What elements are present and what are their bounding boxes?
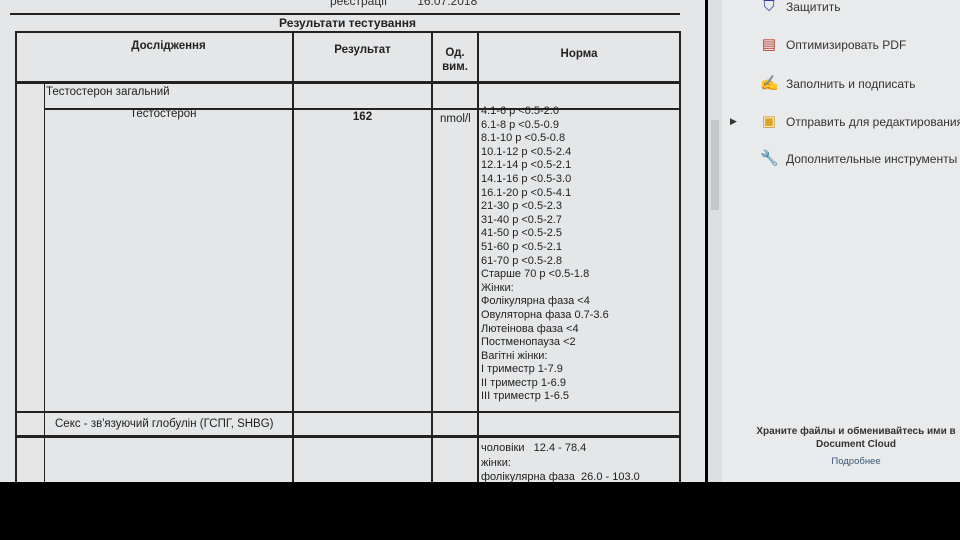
col-header-study: Дослідження xyxy=(131,40,206,52)
tool-protect[interactable]: ⛉ Защитить xyxy=(760,0,840,16)
norm-line: жінки: xyxy=(481,456,511,469)
tool-fill-sign[interactable]: ✍ Заполнить и подписать xyxy=(760,75,916,93)
tool-optimize-pdf[interactable]: ▤ Оптимизировать PDF xyxy=(760,36,906,54)
registration-label: реєстрації xyxy=(330,0,388,8)
test-result: 162 xyxy=(352,111,373,123)
norm-line: чоловіки 12.4 - 78.4 xyxy=(481,442,587,454)
test-name: Тестостерон xyxy=(130,108,197,120)
norm-line: 8.1-10 р <0.5-0.8 xyxy=(481,132,566,145)
wrench-icon: 🔧 xyxy=(760,150,779,167)
registration-date: реєстрації 16.07.2018 xyxy=(330,0,507,8)
norm-line: 12.1-14 р <0.5-2.1 xyxy=(481,159,572,172)
table-rule xyxy=(477,31,479,482)
col-header-norm: Норма xyxy=(560,48,598,60)
norm-line: 61-70 р <0.5-2.8 xyxy=(481,254,563,267)
table-rule xyxy=(44,82,45,482)
group2-norm: чоловіки 12.4 - 78.4 жінки: фолікулярна фа… xyxy=(481,441,640,482)
norm-line: 51-60 р <0.5-2.1 xyxy=(481,240,563,253)
norm-line: Лютеінова фаза <4 xyxy=(481,322,579,335)
table-rule xyxy=(292,31,294,482)
norm-line: 31-40 р <0.5-2.7 xyxy=(481,213,563,226)
norm-line: 10.1-12 р <0.5-2.4 xyxy=(481,145,572,158)
norm-line: Жінки: xyxy=(481,281,514,294)
norm-line: Вагітні жінки: xyxy=(481,349,548,362)
pdf-document-view: реєстрації 16.07.2018 Результати тестуван… xyxy=(0,0,705,482)
tools-panel: ⛉ Защитить ▤ Оптимизировать PDF ✍ Заполнить… xyxy=(722,0,960,482)
table-rule xyxy=(15,435,680,438)
tool-label: Отправить для редактирования xyxy=(786,115,960,129)
test-norm: 4.1-6 р <0.5-2.0 6.1-8 р <0.5-0.9 8.1-10 р… xyxy=(481,105,609,404)
norm-line: Овуляторна фаза 0.7-3.6 xyxy=(481,308,609,321)
norm-line: Постменопауза <2 xyxy=(481,336,576,349)
table-rule xyxy=(15,81,680,84)
table-rule xyxy=(431,31,433,482)
norm-line: 41-50 р <0.5-2.5 xyxy=(481,227,563,240)
optimize-pdf-icon: ▤ xyxy=(761,36,777,53)
table-rule xyxy=(45,108,680,110)
table-rule xyxy=(15,411,680,413)
norm-line: 16.1-20 р <0.5-4.1 xyxy=(481,186,572,199)
divider xyxy=(10,13,680,15)
norm-line: 21-30 р <0.5-2.3 xyxy=(481,200,563,213)
tool-label: Заполнить и подписать xyxy=(786,77,916,91)
tool-label: Дополнительные инструменты xyxy=(786,152,958,166)
registration-date-value: 16.07.2018 xyxy=(417,0,478,8)
tool-label: Оптимизировать PDF xyxy=(786,38,907,52)
col-header-result: Результат xyxy=(334,44,391,56)
norm-line: III триместр 1-6.5 xyxy=(481,390,569,403)
shield-icon: ⛉ xyxy=(763,0,775,15)
document-scrollbar[interactable] xyxy=(708,0,722,482)
norm-line: 4.1-6 р <0.5-2.0 xyxy=(481,105,559,117)
norm-line: Фолікулярна фаза <4 xyxy=(481,295,590,308)
tool-send-edit[interactable]: ▣ Отправить для редактирования xyxy=(760,113,960,131)
table-rule xyxy=(15,31,17,482)
norm-line: 14.1-16 р <0.5-3.0 xyxy=(481,172,572,185)
expand-arrow-icon[interactable]: ▶ xyxy=(730,116,737,126)
group-name: Тестостерон загальний xyxy=(46,86,170,98)
send-edit-icon: ▣ xyxy=(761,113,777,130)
tool-more[interactable]: 🔧 Дополнительные инструменты xyxy=(760,150,957,168)
sign-icon: ✍ xyxy=(760,75,779,92)
group2-name: Секс - зв'язуючий глобулін (ГСПГ, SHBG) xyxy=(55,418,274,430)
results-title: Результати тестування xyxy=(279,16,416,30)
tool-label: Защитить xyxy=(786,0,841,14)
norm-line: 6.1-8 р <0.5-0.9 xyxy=(481,118,559,131)
table-rule xyxy=(679,31,681,482)
scrollbar-thumb[interactable] xyxy=(711,120,719,210)
table-rule xyxy=(15,31,680,33)
norm-line: Старше 70 р <0.5-1.8 xyxy=(481,268,590,281)
more-link[interactable]: Подробнее xyxy=(831,456,881,467)
norm-line: I триместр 1-7.9 xyxy=(481,363,563,376)
test-unit: nmol/l xyxy=(440,113,471,125)
col-header-unit: Од. вим. xyxy=(442,47,468,73)
norm-line: II триместр 1-6.9 xyxy=(481,376,566,389)
norm-line: фолікулярна фаза 26.0 - 103.0 xyxy=(481,471,640,482)
document-cloud-promo: Храните файлы и обменивайтесь ими в Docu… xyxy=(756,426,956,450)
